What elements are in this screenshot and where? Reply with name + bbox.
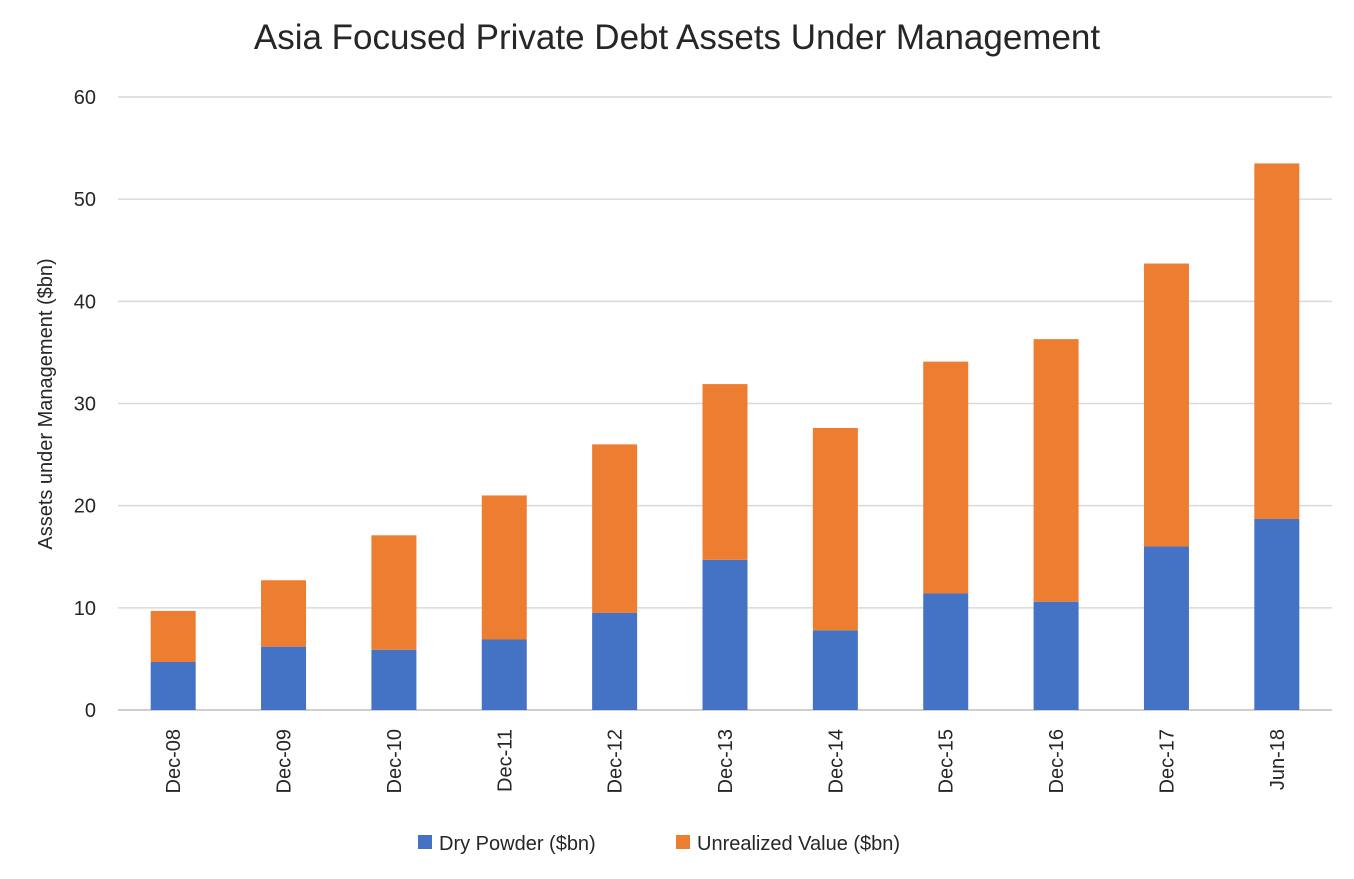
y-axis-title: Assets under Management ($bn) [35,258,57,549]
y-tick-label: 20 [74,496,96,518]
bar-unrealized-value [261,580,307,647]
bar-dry-powder [261,646,307,710]
bar-unrealized-value [1143,263,1189,547]
bar-unrealized-value [592,444,638,613]
x-tick-label: Dec-16 [1046,729,1068,793]
y-tick-label: 10 [74,598,96,620]
bar-dry-powder [1033,601,1079,710]
legend-swatch [418,835,432,849]
bar-unrealized-value [923,361,969,594]
x-axis-ticks: Dec-08 Dec-09 Dec-10 Dec-11 Dec-12 Dec-13 Dec-… [163,729,1289,793]
bar-dry-powder [702,559,748,710]
bar-unrealized-value [812,428,858,631]
bar-unrealized-value [1033,339,1079,602]
y-tick-label: 30 [74,394,96,416]
chart-title: Asia Focused Private Debt Assets Under M… [253,18,1101,57]
bar-unrealized-value [150,610,196,662]
x-tick-label: Dec-14 [825,729,847,793]
bar-unrealized-value [371,535,417,650]
legend: Dry Powder ($bn) Unrealized Value ($bn) [418,833,900,855]
x-tick-label: Dec-13 [715,729,737,793]
bar-dry-powder [812,630,858,710]
y-tick-label: 40 [74,291,96,313]
x-tick-label: Dec-12 [605,729,627,793]
x-tick-label: Dec-08 [163,729,185,793]
legend-label: Dry Powder ($bn) [439,833,596,855]
bars [150,163,1300,710]
legend-swatch [676,835,690,849]
bar-dry-powder [150,661,196,710]
bar-unrealized-value [1254,163,1300,519]
x-tick-label: Dec-11 [494,729,516,792]
bar-dry-powder [481,639,527,710]
y-tick-label: 50 [74,189,96,211]
x-tick-label: Dec-10 [384,729,406,793]
y-axis-ticks: 0 10 20 30 40 50 60 [74,87,96,722]
bar-dry-powder [1254,518,1300,710]
x-tick-label: Jun-18 [1267,729,1289,790]
bar-unrealized-value [481,495,527,640]
bar-dry-powder [592,612,638,710]
x-tick-label: Dec-09 [274,729,296,793]
bar-unrealized-value [702,384,748,560]
legend-label: Unrealized Value ($bn) [697,833,900,855]
bar-dry-powder [923,593,969,710]
x-tick-label: Dec-15 [936,729,958,793]
y-tick-label: 60 [74,87,96,109]
bar-dry-powder [1143,546,1189,710]
x-tick-label: Dec-17 [1156,729,1178,793]
bar-dry-powder [371,649,417,710]
y-tick-label: 0 [85,700,96,722]
